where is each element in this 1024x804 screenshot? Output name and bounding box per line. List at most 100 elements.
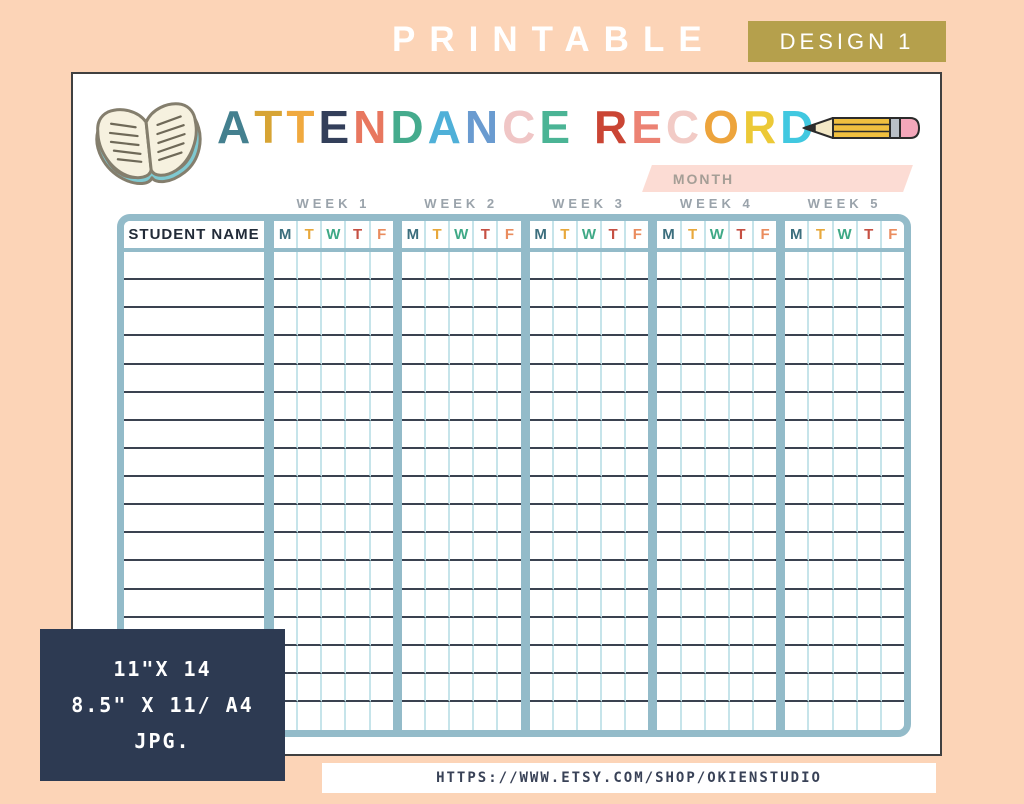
- week-separator: [392, 533, 402, 562]
- day-cell: [401, 645, 426, 674]
- week-labels-spacer: [124, 194, 274, 212]
- title-letter: C: [665, 101, 700, 153]
- day-cell: [729, 561, 755, 590]
- week-separator: [520, 392, 530, 421]
- day-cell: [370, 280, 393, 309]
- week-separator: [520, 252, 530, 281]
- week-block: [785, 589, 904, 618]
- day-cell: [705, 645, 730, 674]
- open-book-icon: [95, 102, 202, 185]
- student-name-cell: [124, 589, 264, 618]
- week-separator: [648, 673, 658, 702]
- week-block: [657, 252, 777, 281]
- week-block: [401, 392, 521, 421]
- day-cell: [529, 280, 554, 309]
- week-block: [785, 477, 904, 506]
- day-letter-cell: F: [881, 221, 904, 248]
- day-cell: [450, 673, 475, 702]
- week-separator: [264, 420, 274, 449]
- day-letter-cell: M: [274, 221, 299, 248]
- day-cell: [657, 673, 682, 702]
- week-block: [274, 477, 393, 506]
- day-cell: [425, 702, 451, 730]
- week-block: [529, 364, 649, 393]
- week-separator: [776, 308, 786, 337]
- week-block: [785, 505, 904, 534]
- day-cell: [729, 448, 755, 477]
- day-cell: [577, 505, 603, 534]
- week-block: [785, 420, 904, 449]
- day-cell: [705, 561, 730, 590]
- week-block: [785, 617, 904, 646]
- week-separator: [520, 617, 530, 646]
- day-cell: [754, 533, 777, 562]
- week-separator: [776, 252, 786, 281]
- week-label-block: WEEK 3: [530, 194, 649, 212]
- day-cell: [474, 420, 499, 449]
- day-cell: [754, 477, 777, 506]
- week-separator: [648, 336, 658, 365]
- week-separator: [648, 645, 658, 674]
- week-separator: [392, 561, 402, 590]
- student-name-cell: [124, 477, 264, 506]
- day-cell: [833, 589, 858, 618]
- day-cell: [785, 364, 810, 393]
- day-cell: [785, 561, 810, 590]
- day-cell: [785, 673, 810, 702]
- week-block: [785, 561, 904, 590]
- day-cell: [322, 336, 347, 365]
- day-cell: [577, 533, 603, 562]
- day-cell: [754, 364, 777, 393]
- day-cell: [553, 252, 578, 281]
- week-block: [529, 561, 649, 590]
- day-cell: [401, 448, 426, 477]
- title-letter: N: [464, 101, 499, 153]
- day-cell: [602, 617, 627, 646]
- day-cell: [857, 252, 882, 281]
- day-cell: [450, 448, 475, 477]
- day-cell: [425, 673, 451, 702]
- day-cell: [705, 420, 730, 449]
- day-cell: [626, 533, 649, 562]
- week-separator: [648, 477, 658, 506]
- day-cell: [322, 561, 347, 590]
- week-block: [657, 702, 777, 730]
- week-separator: [264, 505, 274, 534]
- day-cell: [657, 336, 682, 365]
- day-cell: [370, 673, 393, 702]
- day-cell: [322, 392, 347, 421]
- day-cell: [626, 252, 649, 281]
- day-cell: [577, 280, 603, 309]
- day-cell: [298, 308, 323, 337]
- day-cell: [474, 364, 499, 393]
- week-separator: [264, 533, 274, 562]
- week-block: [401, 308, 521, 337]
- day-cell: [729, 420, 755, 449]
- design-badge: DESIGN 1: [748, 21, 946, 62]
- day-cell: [626, 392, 649, 421]
- day-cell: [274, 252, 299, 281]
- day-cell: [577, 308, 603, 337]
- day-cell: [754, 505, 777, 534]
- day-cell: [833, 392, 858, 421]
- week-separator: [648, 252, 658, 281]
- day-cell: [553, 364, 578, 393]
- week-separator: [648, 364, 658, 393]
- week-block: [785, 645, 904, 674]
- week-separator: [392, 448, 402, 477]
- month-bar: MONTH: [642, 165, 913, 192]
- day-cell: [729, 702, 755, 730]
- day-cell: [833, 280, 858, 309]
- week-label-gap: [776, 194, 785, 212]
- week-block: [785, 364, 904, 393]
- week-block: [274, 702, 393, 730]
- week-label-block: WEEK 2: [402, 194, 521, 212]
- day-cell: [602, 505, 627, 534]
- day-cell: [681, 364, 706, 393]
- size-info-box: 11"X 14 8.5" X 11/ A4 JPG.: [40, 629, 285, 781]
- day-cell: [274, 308, 299, 337]
- info-line: JPG.: [134, 729, 191, 753]
- day-cell: [705, 364, 730, 393]
